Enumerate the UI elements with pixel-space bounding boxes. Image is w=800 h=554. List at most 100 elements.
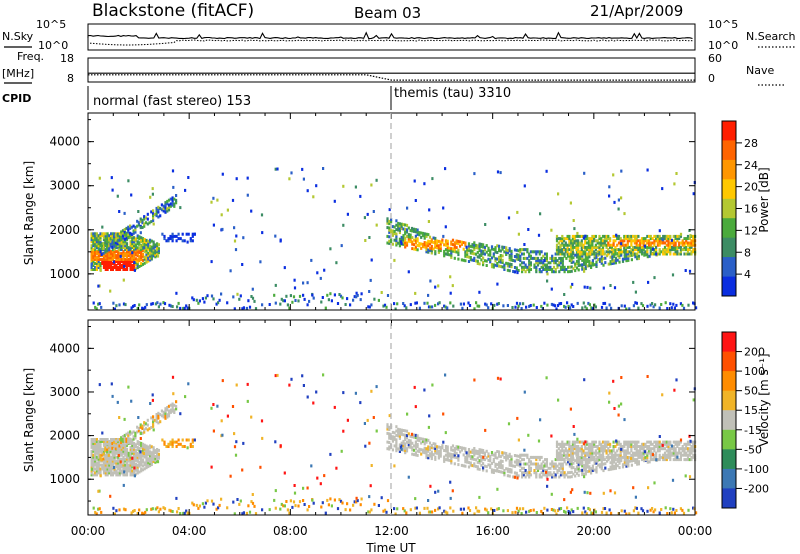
velocity-cell — [159, 420, 162, 424]
power-cell — [613, 255, 616, 258]
power-cell — [409, 303, 412, 307]
power-cell — [640, 248, 644, 252]
power-cell — [279, 238, 282, 242]
velocity-cell — [646, 458, 649, 462]
velocity-cell — [446, 452, 449, 455]
power-cell — [443, 304, 446, 308]
power-cell — [564, 250, 567, 254]
power-cell — [152, 246, 155, 250]
velocity-cell — [136, 455, 139, 459]
velocity-cell — [139, 425, 142, 429]
velocity-cell — [171, 409, 174, 413]
power-cell — [134, 253, 137, 257]
velocity-cell — [642, 447, 645, 451]
velocity-cell — [217, 506, 220, 510]
velocity-cell — [614, 462, 617, 466]
power-cell — [111, 188, 114, 192]
velocity-cell — [602, 507, 605, 511]
power-cell — [388, 239, 391, 243]
power-cell — [155, 206, 158, 210]
velocity-cell — [586, 453, 589, 457]
power-cell — [533, 263, 536, 267]
power-cell — [125, 264, 129, 267]
power-cell — [149, 238, 152, 242]
velocity-cell — [191, 445, 194, 448]
power-cell — [584, 260, 587, 264]
velocity-cell — [675, 509, 678, 512]
velocity-cell — [241, 512, 244, 516]
power-cell — [169, 202, 172, 206]
power-cell — [619, 250, 622, 254]
power-cell — [623, 234, 626, 238]
velocity-cell — [404, 451, 407, 455]
power-cell — [363, 216, 366, 220]
velocity-cell — [405, 440, 409, 444]
velocity-cell — [393, 464, 396, 468]
velocity-cell — [490, 470, 494, 474]
velocity-cell — [157, 448, 160, 452]
power-cell — [102, 258, 106, 261]
power-cell — [147, 241, 150, 245]
power-cell — [630, 251, 633, 255]
velocity-cell — [173, 403, 176, 407]
power-cell — [102, 254, 106, 258]
power-cell — [145, 250, 148, 254]
power-cell — [471, 243, 474, 247]
velocity-cell — [623, 509, 626, 513]
velocity-cell — [628, 442, 631, 446]
power-cell — [104, 258, 107, 261]
velocity-cell — [564, 510, 567, 514]
beam-title: Beam 03 — [354, 4, 421, 22]
velocity-cell — [614, 466, 617, 470]
velocity-cell — [480, 463, 483, 467]
power-cell — [584, 245, 587, 249]
power-cell — [111, 266, 114, 269]
velocity-cell — [506, 456, 509, 460]
velocity-cell — [471, 455, 474, 459]
power-cell — [473, 247, 476, 251]
velocity-cell — [600, 460, 603, 464]
velocity-cell — [106, 438, 109, 441]
power-cell — [229, 269, 232, 273]
power-cell — [646, 239, 649, 243]
power-cell — [651, 241, 654, 245]
power-cell — [674, 237, 677, 241]
velocity-cell — [502, 509, 505, 513]
velocity-cell — [104, 471, 107, 475]
power-cell — [465, 245, 468, 249]
freq-right-tick-bottom: 0 — [708, 72, 715, 85]
power-cell — [133, 254, 136, 258]
power-cell — [519, 256, 522, 260]
velocity-cell — [306, 486, 309, 490]
velocity-cell — [532, 508, 535, 512]
power-cell — [94, 252, 97, 256]
velocity-cell — [621, 455, 624, 459]
power-cell — [143, 217, 146, 221]
velocity-cell — [176, 510, 179, 514]
power-cell — [648, 243, 651, 247]
power-cell — [143, 243, 146, 247]
velocity-cell — [570, 508, 573, 512]
velocity-cell — [151, 398, 154, 402]
velocity-cell — [443, 509, 446, 513]
velocity-cell — [621, 449, 624, 453]
velocity-cell — [388, 432, 391, 436]
velocity-cell — [584, 453, 587, 457]
power-cell — [542, 265, 545, 269]
power-cell — [110, 254, 113, 258]
power-cell — [431, 305, 434, 309]
power-cell — [173, 204, 176, 208]
power-cell — [102, 238, 106, 242]
power-cell — [669, 302, 672, 306]
velocity-cell — [407, 475, 410, 479]
velocity-cell — [584, 470, 587, 474]
velocity-cell — [658, 453, 661, 457]
velocity-cell — [595, 470, 598, 474]
velocity-cell — [157, 414, 160, 418]
power-cell — [526, 268, 529, 271]
velocity-cell — [122, 461, 125, 465]
velocity-cell — [577, 458, 580, 462]
velocity-cell — [538, 458, 541, 462]
power-cell — [639, 243, 642, 247]
power-cell — [446, 239, 449, 243]
